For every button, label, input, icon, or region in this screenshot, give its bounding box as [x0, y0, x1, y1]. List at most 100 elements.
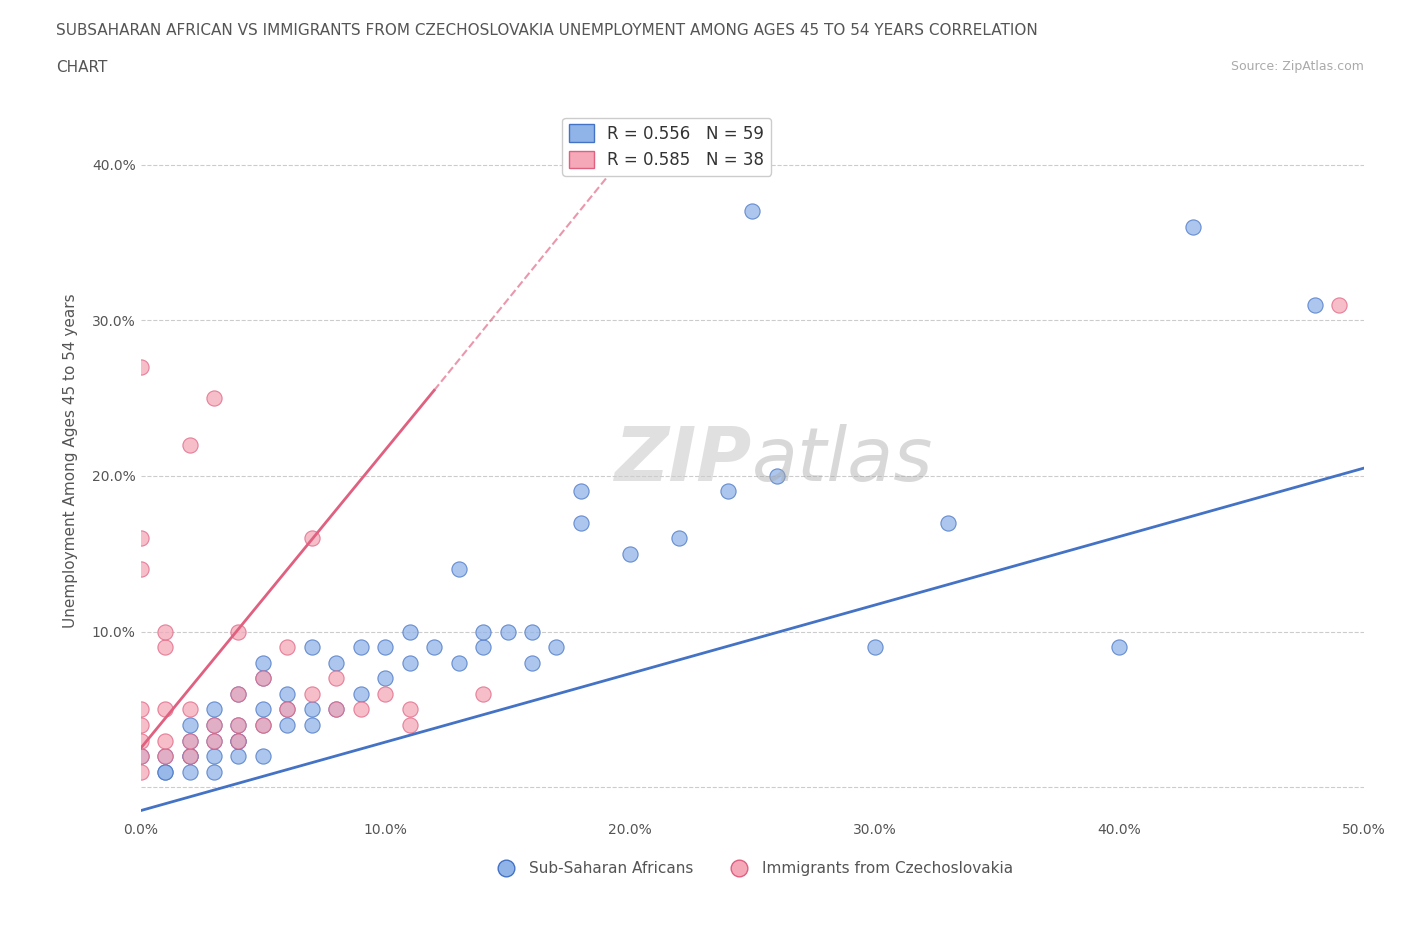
- Text: ZIP: ZIP: [614, 424, 752, 497]
- Point: [325, 702, 347, 717]
- Point: [569, 484, 592, 498]
- Point: [569, 515, 592, 530]
- Point: [717, 484, 740, 498]
- Point: [129, 531, 152, 546]
- Point: [398, 656, 420, 671]
- Point: [325, 702, 347, 717]
- Point: [153, 640, 176, 655]
- Point: [472, 686, 495, 701]
- Point: [252, 671, 274, 685]
- Point: [202, 718, 225, 733]
- Point: [1329, 298, 1351, 312]
- Text: Source: ZipAtlas.com: Source: ZipAtlas.com: [1230, 60, 1364, 73]
- Point: [252, 718, 274, 733]
- Point: [1108, 640, 1130, 655]
- Point: [179, 702, 201, 717]
- Point: [301, 718, 323, 733]
- Point: [374, 671, 396, 685]
- Text: CHART: CHART: [56, 60, 108, 75]
- Point: [153, 624, 176, 639]
- Point: [374, 640, 396, 655]
- Point: [350, 640, 373, 655]
- Point: [228, 718, 250, 733]
- Point: [179, 733, 201, 748]
- Point: [129, 360, 152, 375]
- Point: [202, 718, 225, 733]
- Point: [153, 749, 176, 764]
- Point: [228, 733, 250, 748]
- Point: [863, 640, 886, 655]
- Point: [350, 686, 373, 701]
- Point: [301, 686, 323, 701]
- Point: [276, 718, 298, 733]
- Point: [765, 469, 787, 484]
- Point: [153, 764, 176, 779]
- Point: [276, 702, 298, 717]
- Point: [228, 749, 250, 764]
- Point: [1181, 219, 1204, 234]
- Text: SUBSAHARAN AFRICAN VS IMMIGRANTS FROM CZECHOSLOVAKIA UNEMPLOYMENT AMONG AGES 45 : SUBSAHARAN AFRICAN VS IMMIGRANTS FROM CZ…: [56, 23, 1038, 38]
- Point: [202, 749, 225, 764]
- Point: [179, 437, 201, 452]
- Point: [276, 702, 298, 717]
- Point: [129, 764, 152, 779]
- Point: [398, 624, 420, 639]
- Point: [472, 640, 495, 655]
- Point: [301, 702, 323, 717]
- Point: [202, 733, 225, 748]
- Point: [301, 640, 323, 655]
- Point: [496, 624, 519, 639]
- Point: [228, 686, 250, 701]
- Point: [546, 640, 568, 655]
- Point: [374, 686, 396, 701]
- Point: [1303, 298, 1326, 312]
- Point: [301, 531, 323, 546]
- Point: [741, 204, 763, 219]
- Point: [252, 718, 274, 733]
- Point: [619, 546, 641, 561]
- Point: [398, 702, 420, 717]
- Point: [179, 718, 201, 733]
- Point: [936, 515, 959, 530]
- Point: [129, 733, 152, 748]
- Point: [252, 702, 274, 717]
- Point: [276, 640, 298, 655]
- Point: [228, 686, 250, 701]
- Point: [179, 749, 201, 764]
- Point: [350, 702, 373, 717]
- Point: [202, 764, 225, 779]
- Point: [228, 733, 250, 748]
- Point: [153, 764, 176, 779]
- Point: [520, 656, 543, 671]
- Point: [228, 733, 250, 748]
- Point: [129, 749, 152, 764]
- Point: [447, 656, 470, 671]
- Point: [252, 749, 274, 764]
- Point: [129, 562, 152, 577]
- Point: [202, 733, 225, 748]
- Point: [276, 686, 298, 701]
- Point: [129, 749, 152, 764]
- Point: [252, 671, 274, 685]
- Point: [129, 718, 152, 733]
- Point: [179, 749, 201, 764]
- Point: [129, 702, 152, 717]
- Point: [325, 671, 347, 685]
- Point: [472, 624, 495, 639]
- Point: [228, 624, 250, 639]
- Text: atlas: atlas: [752, 424, 934, 497]
- Point: [252, 656, 274, 671]
- Legend: Sub-Saharan Africans, Immigrants from Czechoslovakia: Sub-Saharan Africans, Immigrants from Cz…: [485, 856, 1019, 883]
- Y-axis label: Unemployment Among Ages 45 to 54 years: Unemployment Among Ages 45 to 54 years: [63, 293, 77, 628]
- Point: [153, 702, 176, 717]
- Point: [202, 702, 225, 717]
- Point: [520, 624, 543, 639]
- Point: [398, 718, 420, 733]
- Point: [179, 733, 201, 748]
- Point: [423, 640, 446, 655]
- Point: [179, 764, 201, 779]
- Point: [447, 562, 470, 577]
- Point: [153, 733, 176, 748]
- Point: [228, 718, 250, 733]
- Point: [202, 391, 225, 405]
